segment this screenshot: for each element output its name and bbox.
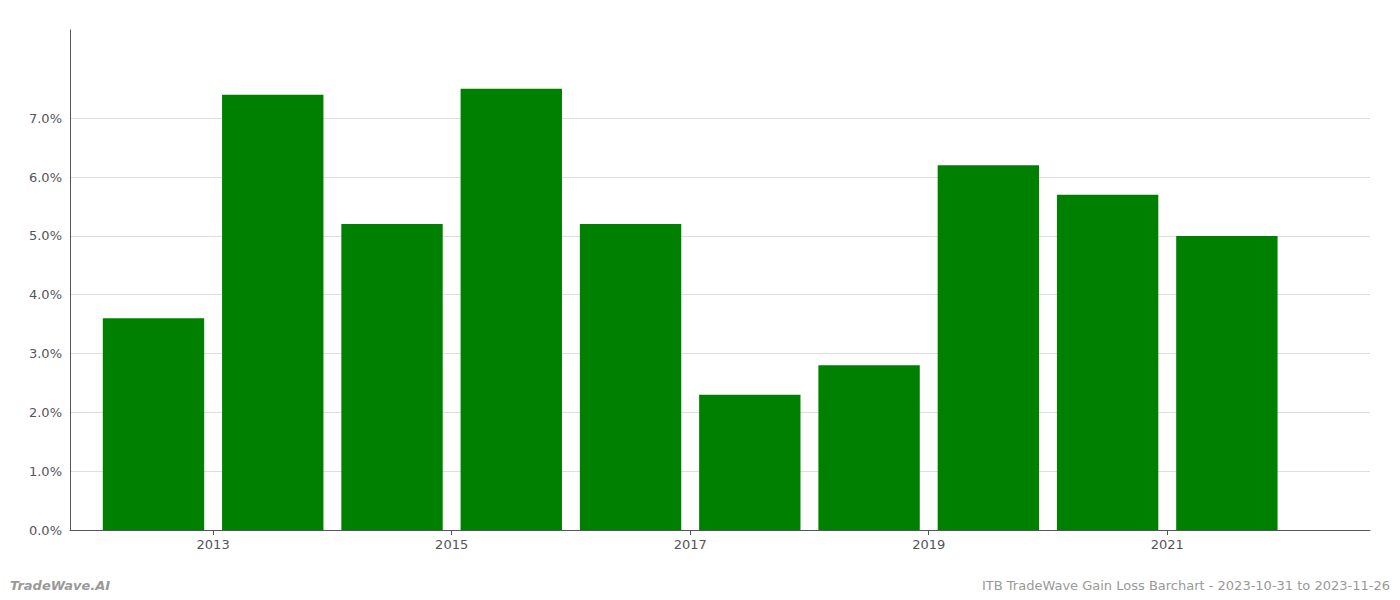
svg-text:4.0%: 4.0% — [29, 287, 62, 302]
svg-text:2013: 2013 — [197, 537, 230, 552]
svg-text:2.0%: 2.0% — [29, 405, 62, 420]
svg-text:5.0%: 5.0% — [29, 228, 62, 243]
svg-text:2019: 2019 — [912, 537, 945, 552]
svg-text:6.0%: 6.0% — [29, 170, 62, 185]
svg-text:1.0%: 1.0% — [29, 464, 62, 479]
svg-text:TradeWave.AI: TradeWave.AI — [10, 578, 110, 593]
svg-text:0.0%: 0.0% — [29, 523, 62, 538]
svg-text:ITB TradeWave Gain Loss Barcha: ITB TradeWave Gain Loss Barchart - 2023-… — [982, 578, 1390, 593]
svg-text:2015: 2015 — [435, 537, 468, 552]
svg-text:7.0%: 7.0% — [29, 111, 62, 126]
svg-text:2021: 2021 — [1151, 537, 1184, 552]
svg-text:3.0%: 3.0% — [29, 346, 62, 361]
svg-text:2017: 2017 — [674, 537, 707, 552]
